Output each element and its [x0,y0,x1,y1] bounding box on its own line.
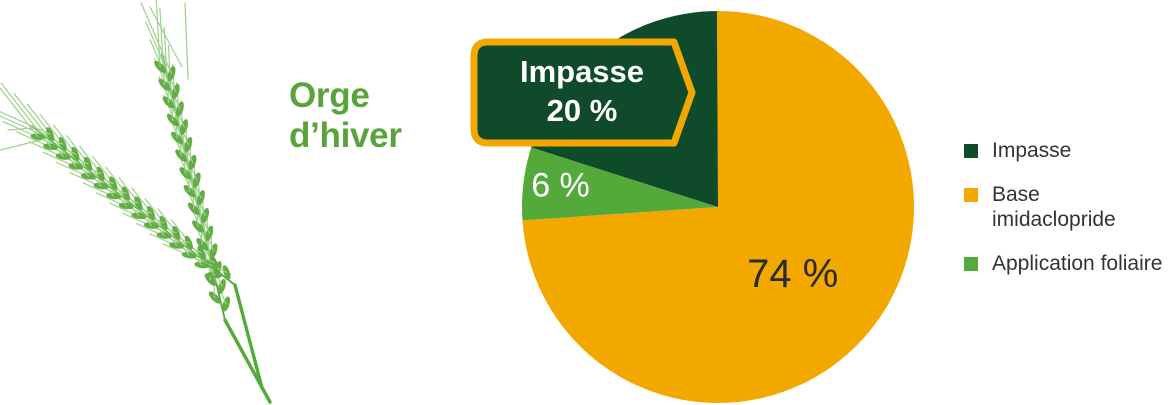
callout-title: Impasse [520,54,644,89]
pie-labels: 74 % 6 % [531,166,838,295]
callout: Impasse 20 % [470,38,696,147]
title-line-2: d’hiver [289,116,402,155]
chart-title: Orge d’hiver [289,76,402,156]
legend-swatch-application-foliaire [964,257,978,271]
legend-item-application-foliaire: Application foliaire [964,251,1169,276]
legend-item-impasse: Impasse [964,138,1169,163]
legend: Impasse Base imidaclopride Application f… [964,138,1169,295]
pie-slice-application-foliaire [521,147,718,221]
legend-item-base-imidaclopride: Base imidaclopride [964,182,1169,232]
wheat-ears-icon [0,0,272,404]
legend-swatch-impasse [964,144,978,158]
legend-label-impasse: Impasse [992,139,1072,162]
legend-label-base-imidaclopride: Base imidaclopride [992,183,1116,231]
pie-slice-base-imidaclopride [522,10,914,403]
pie-label-application-foliaire: 6 % [531,166,590,204]
pie-label-base-imidaclopride: 74 % [747,252,838,296]
callout-value: 20 % [547,93,618,128]
title-line-1: Orge [289,76,370,115]
legend-label-application-foliaire: Application foliaire [992,252,1163,275]
legend-swatch-base-imidaclopride [964,188,978,202]
callout-box [470,38,696,147]
